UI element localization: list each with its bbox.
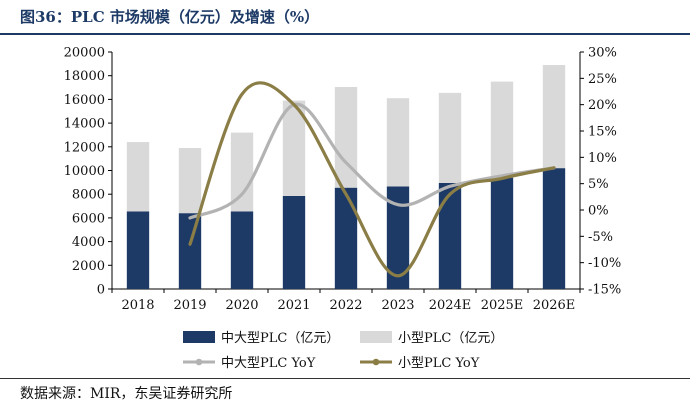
bar-large-mid-plc [126,211,150,289]
y-left-tick-label: 12000 [64,140,105,155]
y-right-tick-label: 0% [588,204,609,219]
y-left-tick-label: 4000 [72,235,105,250]
x-tick-label: 2022 [329,298,362,313]
y-right-tick-label: 25% [588,72,617,87]
bar-small-plc [282,100,306,196]
bar-small-plc [490,81,514,178]
x-tick-label: 2025E [481,298,524,313]
legend-swatch [183,331,215,343]
bar-large-mid-plc [438,182,462,289]
x-tick-label: 2021 [277,298,310,313]
bar-large-mid-plc [230,211,254,289]
bar-small-plc [178,147,202,214]
bar-small-plc [126,142,150,212]
bar-large-mid-plc [386,186,410,289]
y-right-tick-label: 5% [588,177,609,192]
legend-label: 中大型PLC（亿元） [221,331,339,346]
source-rule [0,378,690,379]
chart-title: 图36：PLC 市场规模（亿元）及增速（%） [20,8,320,26]
x-tick-label: 2019 [173,298,206,313]
y-right-tick-label: 30% [588,46,617,61]
x-tick-label: 2026E [533,298,576,313]
x-tick-label: 2018 [121,298,154,313]
bar-large-mid-plc [178,213,202,289]
y-left-tick-label: 14000 [64,117,105,132]
y-left-tick-label: 6000 [72,211,105,226]
line-large-mid-plc-yoy [188,102,556,220]
bar-small-plc [438,92,462,183]
x-tick-label: 2023 [381,298,414,313]
y-left-tick-label: 20000 [64,46,105,61]
title-rule [0,33,690,35]
x-tick-label: 2024E [429,298,472,313]
legend-marker [372,358,380,366]
y-left-tick-label: 8000 [72,188,105,203]
y-right-tick-label: -15% [588,283,621,298]
legend-swatch [360,331,392,343]
y-right-tick-label: -5% [588,230,613,245]
legend-label: 中大型PLC YoY [221,356,316,371]
legend-label: 小型PLC（亿元） [398,331,503,346]
y-right-tick-label: 10% [588,151,617,166]
source-note: 数据来源：MIR，东吴证券研究所 [20,386,233,402]
bar-large-mid-plc [282,195,306,289]
y-right-tick-label: 15% [588,125,617,140]
y-left-tick-label: 16000 [64,93,105,108]
y-left-tick-label: 18000 [64,69,105,84]
y-right-tick-label: -10% [588,256,621,271]
y-left-tick-label: 0 [97,283,105,298]
y-left-tick-label: 10000 [64,164,105,179]
y-left-tick-label: 2000 [72,259,105,274]
bar-small-plc [386,98,410,187]
bar-small-plc [542,65,566,169]
bar-large-mid-plc [490,177,514,289]
line-small-plc-yoy [188,81,556,278]
x-tick-label: 2020 [225,298,258,313]
bar-large-mid-plc [542,168,566,289]
y-right-tick-label: 20% [588,98,617,113]
legend-marker [195,358,203,366]
bar-large-mid-plc [334,187,358,289]
bar-small-plc [334,86,358,188]
bar-small-plc [230,132,254,212]
legend-label: 小型PLC YoY [398,356,480,371]
